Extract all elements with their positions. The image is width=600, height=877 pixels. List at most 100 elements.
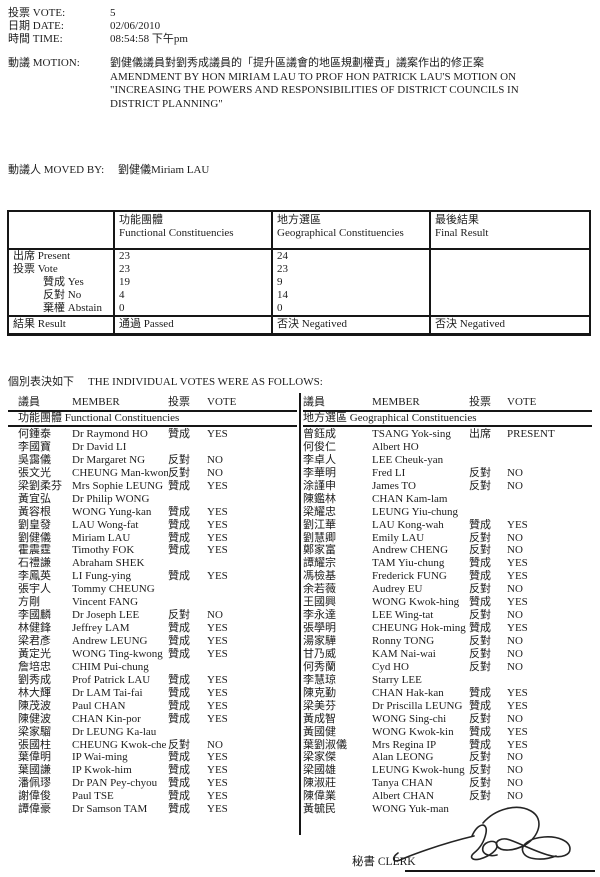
member-name-en: Jeffrey LAM xyxy=(72,622,130,635)
member-vote-zh: 反對 xyxy=(469,751,491,764)
member-vote-en xyxy=(207,441,297,454)
member-name-zh: 甘乃威 xyxy=(303,647,336,660)
member-name-en: TAM Yiu-chung xyxy=(372,557,445,570)
member-name-en: Dr Margaret NG xyxy=(72,453,146,466)
section-rule-right xyxy=(303,425,592,427)
time-label: 時間 TIME: xyxy=(8,33,63,45)
member-name-zh: 湯家驊 xyxy=(303,635,336,647)
member-row: 林大輝 Dr LAM Tai-fai 贊成 YES xyxy=(18,687,297,700)
member-vote-en: YES xyxy=(207,764,228,777)
motion-label: 動議 MOTION: xyxy=(8,57,80,69)
time-value: 08:54:58 下午pm xyxy=(110,33,188,45)
column-divider xyxy=(299,393,301,835)
member-vote-en: YES xyxy=(207,790,228,803)
member-vote-zh: 反對 xyxy=(469,660,491,673)
member-vote-zh xyxy=(469,506,507,519)
member-vote-en: NO xyxy=(207,609,223,622)
member-row: 梁家騮 Dr LEUNG Ka-lau xyxy=(18,726,297,739)
member-name-zh: 石禮謙 xyxy=(18,557,51,570)
member-name-zh: 張宇人 xyxy=(18,583,51,596)
member-row: 王國興 WONG Kwok-hing 贊成 YES xyxy=(303,596,592,609)
member-name-en: Dr Raymond HO xyxy=(72,428,148,440)
member-vote-en: NO xyxy=(507,635,523,647)
member-name-zh: 李華明 xyxy=(303,466,336,479)
member-row: 葉偉明 IP Wai-ming 贊成 YES xyxy=(18,751,297,764)
member-name-en: LEE Wing-tat xyxy=(372,609,434,622)
member-name-zh: 陳茂波 xyxy=(18,699,51,712)
summary-stat-label: 出席 Present xyxy=(13,250,71,262)
member-name-zh: 何俊仁 xyxy=(303,440,336,453)
member-name-zh: 馮檢基 xyxy=(303,570,336,583)
member-vote-zh: 贊成 xyxy=(168,647,190,660)
member-row: 劉健儀 Miriam LAU 贊成 YES xyxy=(18,532,297,545)
member-vote-en xyxy=(207,493,297,506)
member-vote-en: NO xyxy=(507,466,523,479)
member-name-zh: 李鳳英 xyxy=(18,570,51,583)
member-name-zh: 黃國健 xyxy=(303,725,336,738)
member-vote-en: YES xyxy=(207,622,228,635)
section-functional-zh: 功能團體 xyxy=(18,412,62,424)
summary-stat-final xyxy=(429,276,589,289)
member-row: 黃成智 WONG Sing-chi 反對 NO xyxy=(303,713,592,726)
summary-header-geographical: 地方選區 Geographical Constituencies xyxy=(271,212,429,248)
member-name-zh: 鄭家富 xyxy=(303,544,336,557)
summary-header-final-en: Final Result xyxy=(435,227,489,239)
member-row: 梁劉柔芬 Mrs Sophie LEUNG 贊成 YES xyxy=(18,480,297,493)
motion-text-line: DISTRICT PLANNING" xyxy=(110,98,223,111)
member-vote-en: YES xyxy=(507,622,528,635)
member-vote-en: YES xyxy=(207,635,228,647)
member-vote-zh: 贊成 xyxy=(168,622,190,635)
member-row: 梁美芬 Dr Priscilla LEUNG 贊成 YES xyxy=(303,700,592,713)
member-name-zh: 謝偉俊 xyxy=(18,790,51,803)
header-rule-right xyxy=(303,410,592,412)
member-row: 劉皇發 LAU Wong-fat 贊成 YES xyxy=(18,519,297,532)
member-vote-zh: 贊成 xyxy=(469,557,491,570)
member-name-zh: 梁家騮 xyxy=(18,725,51,738)
summary-stat-label: 投票 Vote xyxy=(13,263,58,275)
member-vote-en xyxy=(207,557,297,570)
summary-stat-functional: 23 xyxy=(113,263,271,276)
member-name-zh: 張文光 xyxy=(18,466,51,479)
individual-votes-heading-zh: 個別表決如下 xyxy=(8,376,74,388)
member-col-en: MEMBER xyxy=(72,396,120,408)
member-vote-en xyxy=(207,583,297,596)
member-vote-zh: 贊成 xyxy=(168,505,190,518)
member-row: 曾鈺成 TSANG Yok-sing 出席 PRESENT xyxy=(303,428,592,441)
member-vote-en: NO xyxy=(207,453,223,466)
summary-stat-label: 贊成 Yes xyxy=(43,276,84,288)
member-vote-zh: 反對 xyxy=(469,777,491,790)
member-row: 梁耀忠 LEUNG Yiu-chung xyxy=(303,506,592,519)
member-name-zh: 譚耀宗 xyxy=(303,557,336,570)
member-name-en: CHEUNG Hok-ming xyxy=(372,622,466,635)
member-col-en: MEMBER xyxy=(372,396,420,408)
member-vote-zh: 贊成 xyxy=(469,738,491,751)
member-list-geographical: 曾鈺成 TSANG Yok-sing 出席 PRESENT 何俊仁 Albert… xyxy=(303,428,592,816)
member-row: 陳偉業 Albert CHAN 反對 NO xyxy=(303,790,592,803)
member-name-zh: 李國寶 xyxy=(18,440,51,453)
member-vote-en: YES xyxy=(507,518,528,531)
member-vote-en: NO xyxy=(507,790,523,803)
member-name-zh: 何秀蘭 xyxy=(303,660,336,673)
section-header-geographical: 地方選區 Geographical Constituencies xyxy=(303,412,592,425)
member-vote-en: YES xyxy=(507,699,528,712)
member-vote-zh: 反對 xyxy=(469,647,491,660)
member-name-en: Timothy FOK xyxy=(72,544,135,557)
member-vote-en: YES xyxy=(207,777,228,790)
member-row: 黃毓民 WONG Yuk-man xyxy=(303,803,592,816)
member-name-en: LI Fung-ying xyxy=(72,570,131,583)
member-vote-en: PRESENT xyxy=(507,428,555,440)
summary-header-functional: 功能團體 Functional Constituencies xyxy=(113,212,271,248)
member-name-zh: 陳健波 xyxy=(18,712,51,725)
member-name-zh: 李卓人 xyxy=(303,453,336,466)
member-name-en: Paul TSE xyxy=(72,790,114,803)
member-name-en: Dr LEUNG Ka-lau xyxy=(72,725,157,738)
member-name-en: Tommy CHEUNG xyxy=(72,583,155,596)
summary-stat-final xyxy=(429,302,589,315)
member-row: 陳健波 CHAN Kin-por 贊成 YES xyxy=(18,713,297,726)
member-vote-zh: 贊成 xyxy=(168,803,190,816)
member-vote-en: NO xyxy=(507,609,523,622)
member-vote-en: YES xyxy=(207,686,228,699)
clerk-signature xyxy=(392,806,571,862)
motion-text-line: AMENDMENT BY HON MIRIAM LAU TO PROF HON … xyxy=(110,70,517,83)
member-row: 吳靄儀 Dr Margaret NG 反對 NO xyxy=(18,454,297,467)
